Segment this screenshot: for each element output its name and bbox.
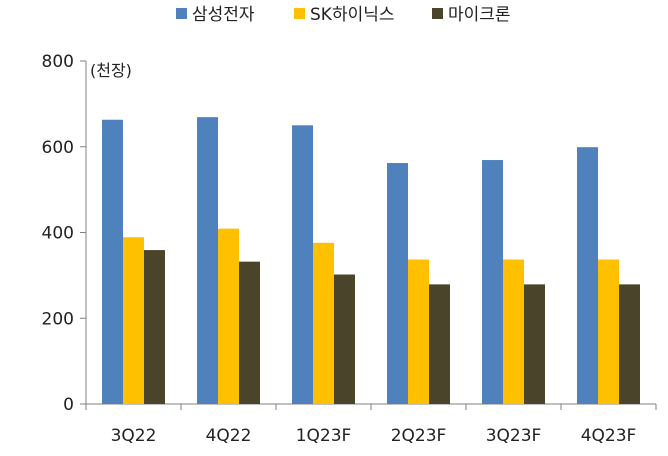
bar-3Q23F-마이크론: [524, 284, 545, 404]
x-axis: 3Q22 4Q22 1Q23F 2Q23F 3Q23F 4Q23F: [85, 403, 657, 446]
bar-2Q23F-마이크론: [429, 284, 450, 404]
bar-4Q23F-SK하이닉스: [598, 259, 619, 404]
bar-4Q22-삼성전자: [197, 117, 218, 404]
legend-swatch: [176, 8, 187, 19]
bar-2Q23F-삼성전자: [387, 163, 408, 404]
legend-label: 마이크론: [448, 5, 511, 25]
y-tick-label: 400: [42, 224, 74, 244]
bar-4Q23F-삼성전자: [577, 147, 598, 404]
x-category-label: 3Q23F: [486, 426, 542, 446]
legend: 삼성전자 SK하이닉스 마이크론: [176, 5, 511, 25]
bar-3Q23F-삼성전자: [482, 160, 503, 404]
bar-1Q23F-마이크론: [334, 274, 355, 404]
bar-4Q22-마이크론: [239, 261, 260, 404]
bar-3Q22-마이크론: [144, 250, 165, 404]
y-axis: 0 200 400 600 800: [42, 52, 87, 415]
legend-swatch: [294, 8, 305, 19]
bar-1Q23F-삼성전자: [292, 125, 313, 404]
bar-1Q23F-SK하이닉스: [313, 242, 334, 404]
x-category-label: 4Q23F: [581, 426, 637, 446]
bars: [102, 117, 640, 405]
y-tick-label: 0: [63, 395, 74, 415]
legend-label: SK하이닉스: [310, 5, 395, 25]
x-category-label: 4Q22: [206, 426, 252, 446]
y-tick-label: 200: [42, 309, 74, 329]
legend-label: 삼성전자: [192, 5, 255, 25]
bar-4Q23F-마이크론: [619, 284, 640, 404]
bar-3Q22-SK하이닉스: [123, 237, 144, 404]
bar-4Q22-SK하이닉스: [218, 228, 239, 404]
bar-3Q22-삼성전자: [102, 119, 123, 405]
x-category-label: 3Q22: [111, 426, 157, 446]
y-tick-label: 600: [42, 138, 74, 158]
x-category-label: 1Q23F: [296, 426, 352, 446]
bar-3Q23F-SK하이닉스: [503, 259, 524, 404]
bar-2Q23F-SK하이닉스: [408, 259, 429, 404]
legend-swatch: [432, 8, 443, 19]
y-tick-label: 800: [42, 52, 74, 72]
unit-label: (천장): [90, 61, 132, 80]
x-category-label: 2Q23F: [391, 426, 447, 446]
